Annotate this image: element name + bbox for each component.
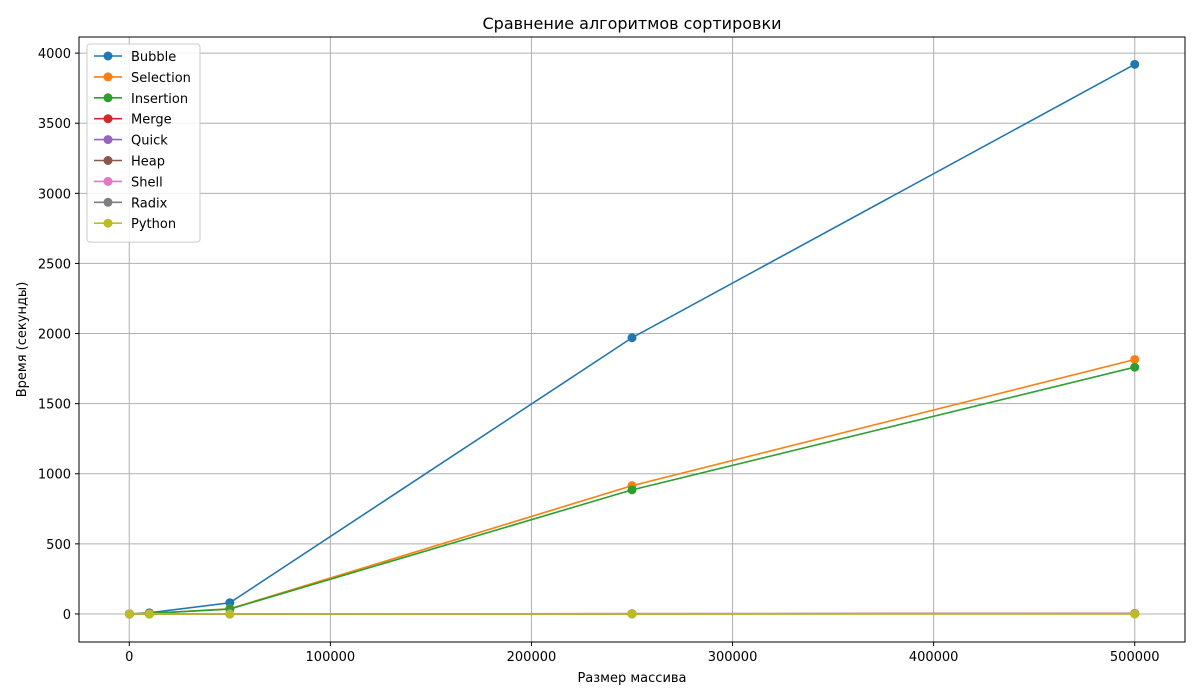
data-point-python [1130, 609, 1140, 619]
legend-marker [103, 114, 113, 124]
legend-marker [103, 51, 113, 61]
legend-marker [103, 197, 113, 207]
data-point-bubble [1130, 59, 1140, 69]
legend-item-radix: Radix [94, 196, 168, 211]
y-tick-label: 1500 [38, 398, 71, 413]
data-point-python [144, 609, 154, 619]
series-bubble [124, 59, 1140, 619]
data-point-insertion [627, 485, 637, 495]
plot-frame [78, 36, 1186, 643]
series-python [124, 609, 1140, 619]
data-point-selection [1130, 354, 1140, 364]
legend-label: Merge [131, 113, 172, 128]
legend-item-bubble: Bubble [94, 50, 176, 65]
y-tick-label: 2500 [38, 257, 71, 272]
legend-marker [103, 176, 113, 186]
legend-marker [103, 72, 113, 82]
legend-box [86, 43, 201, 243]
legend-label: Heap [131, 155, 165, 170]
legend-label: Python [131, 217, 176, 232]
x-tick-label: 400000 [909, 650, 959, 665]
series-group [124, 59, 1140, 619]
legend-label: Bubble [131, 50, 176, 65]
legend-item-shell: Shell [94, 175, 163, 190]
x-tick-label: 100000 [306, 650, 356, 665]
y-tick-label: 4000 [38, 47, 71, 62]
legend-item-quick: Quick [94, 134, 168, 149]
x-tick-label: 200000 [507, 650, 557, 665]
legend-label: Shell [131, 175, 163, 190]
y-tick-label: 3000 [38, 187, 71, 202]
x-tick-label: 300000 [708, 650, 758, 665]
data-point-python [225, 609, 235, 619]
legend-marker [103, 156, 113, 165]
y-tick-label: 3500 [38, 117, 71, 132]
legend-item-heap: Heap [94, 155, 165, 170]
legend-item-python: Python [94, 217, 176, 232]
axis-ticks: 0 100000 200000 300000 400000 500000 0 500 1000 1… [38, 47, 1160, 665]
y-tick-label: 2000 [38, 328, 71, 343]
x-axis-title: Размер массива [577, 671, 686, 686]
data-point-insertion [1130, 362, 1140, 372]
y-tick-label: 500 [46, 538, 71, 553]
data-point-python [627, 609, 637, 619]
legend-label: Selection [131, 71, 191, 86]
y-tick-label: 0 [63, 608, 71, 623]
y-axis-title: Время (секунды) [15, 282, 30, 398]
chart-title: Сравнение алгоритмов сортировки [482, 14, 781, 33]
series-insertion [124, 362, 1140, 619]
legend-marker [103, 218, 113, 228]
y-tick-label: 1000 [38, 468, 71, 483]
data-point-python [124, 609, 134, 619]
legend: Bubble Selection Insertion Merge Quick Heap Sh… [86, 43, 201, 243]
legend-label: Insertion [131, 92, 188, 107]
legend-marker [103, 93, 113, 103]
legend-item-merge: Merge [94, 113, 172, 128]
legend-label: Quick [131, 134, 168, 149]
x-tick-label: 0 [125, 650, 133, 665]
legend-marker [103, 135, 113, 145]
x-tick-label: 500000 [1110, 650, 1160, 665]
data-point-bubble [627, 333, 637, 343]
legend-item-insertion: Insertion [94, 92, 188, 107]
grid [79, 37, 1185, 642]
legend-label: Radix [131, 196, 168, 211]
legend-item-selection: Selection [94, 71, 191, 86]
